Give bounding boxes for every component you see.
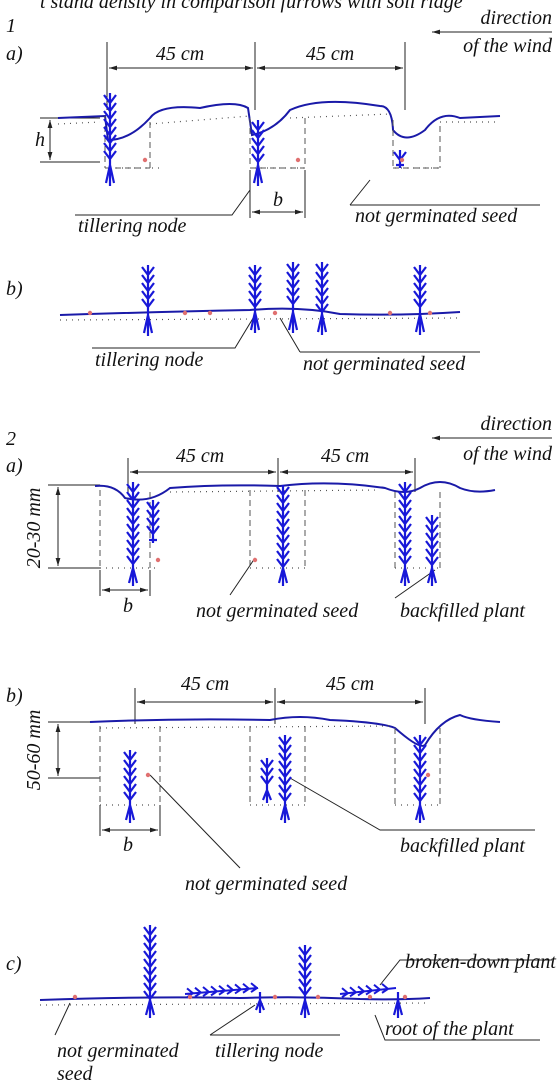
width-label: b: [123, 595, 133, 617]
plant: [298, 945, 312, 1018]
plant: [393, 150, 407, 168]
plant: [254, 992, 266, 1013]
panel-label: a): [6, 43, 23, 65]
plant: [286, 262, 300, 333]
ground-profile: [94, 481, 496, 501]
seed: [272, 310, 278, 316]
seed: [295, 157, 301, 163]
callout: backfilled plant: [400, 600, 525, 622]
figure-number: 1: [6, 15, 16, 37]
callout: not germinated seed: [355, 205, 518, 227]
seed: [252, 557, 258, 563]
plants: [72, 93, 439, 1018]
title: t stand density in comparison furrows wi…: [40, 0, 463, 13]
depth-label: 20-30 mm: [23, 488, 45, 569]
width-label: b: [273, 189, 283, 211]
plant: [260, 758, 274, 803]
seed: [399, 157, 405, 163]
plant: [146, 500, 160, 543]
furrow-outline: [99, 490, 441, 568]
spacing-label: 45 cm: [181, 673, 229, 695]
plant: [143, 925, 157, 1018]
wind-label: of the wind: [463, 35, 553, 57]
soil-hatch: [39, 1002, 431, 1006]
callout: not germinated seed: [185, 873, 348, 895]
dimensions: [48, 458, 416, 596]
seed: [425, 772, 431, 778]
seed: [87, 310, 93, 316]
plant: [315, 262, 329, 335]
plant: [413, 735, 427, 823]
plant: [248, 265, 262, 333]
depth-label: 50-60 mm: [23, 710, 45, 791]
width-label: b: [123, 834, 133, 856]
spacing-label: 45 cm: [306, 43, 354, 65]
soil-hatch: [100, 489, 440, 569]
callout: not germinated seed: [303, 353, 466, 375]
wind-label: direction: [481, 7, 552, 29]
plant: [126, 482, 140, 586]
panel-label: b): [6, 278, 23, 300]
wind-label: of the wind: [463, 443, 553, 465]
seed: [427, 310, 433, 316]
figure-number: 2: [6, 428, 16, 450]
seed: [367, 994, 373, 1000]
callout: tillering node: [78, 215, 186, 237]
plant: [141, 265, 155, 336]
seed: [387, 310, 393, 316]
ground-line: [39, 996, 431, 1001]
plant: [123, 750, 137, 823]
panel-label: c): [6, 953, 22, 975]
plant: [392, 992, 404, 1018]
plant: [103, 93, 117, 186]
furrow-outline: [104, 116, 441, 169]
panel-label: a): [6, 455, 23, 477]
spacing-label: 45 cm: [321, 445, 369, 467]
callout-lines: [229, 557, 436, 599]
panel-label: b): [6, 685, 23, 707]
seed: [142, 157, 148, 163]
callout: broken-down plant: [405, 951, 556, 973]
plant: [276, 485, 290, 586]
dimensions: [48, 688, 426, 836]
seed: [72, 994, 78, 1000]
callout: root of the plant: [385, 1018, 514, 1040]
callout: not germinated: [57, 1040, 180, 1062]
seed: [182, 310, 188, 316]
plant: [339, 983, 397, 998]
seed: [145, 772, 151, 778]
seed: [272, 994, 278, 1000]
callout-lines: [54, 959, 552, 1041]
spacing-label: 45 cm: [176, 445, 224, 467]
soil-hatch: [59, 317, 461, 321]
plant: [398, 482, 412, 586]
callout-lines: [92, 314, 480, 353]
ground-line: [59, 307, 461, 316]
plant: [413, 265, 427, 335]
callout: seed: [57, 1063, 94, 1085]
plant: [251, 120, 265, 186]
callout: tillering node: [215, 1040, 323, 1062]
callout-lines: [75, 179, 540, 216]
plant: [184, 982, 259, 999]
seed: [155, 557, 161, 563]
callout: not germinated seed: [196, 600, 359, 622]
callout: tillering node: [95, 349, 203, 371]
seed: [187, 994, 193, 1000]
spacing-label: 45 cm: [156, 43, 204, 65]
seed: [207, 310, 213, 316]
seed: [402, 994, 408, 1000]
depth-label: h: [35, 129, 45, 151]
dimensions: [40, 42, 406, 218]
plant: [278, 735, 292, 823]
spacing-label: 45 cm: [326, 673, 374, 695]
plant: [425, 515, 439, 586]
seed: [315, 994, 321, 1000]
ground-profile: [57, 100, 501, 142]
ground-profile: [89, 713, 501, 747]
wind-label: direction: [481, 413, 552, 435]
callout: backfilled plant: [400, 835, 525, 857]
callout-lines: [149, 774, 535, 869]
